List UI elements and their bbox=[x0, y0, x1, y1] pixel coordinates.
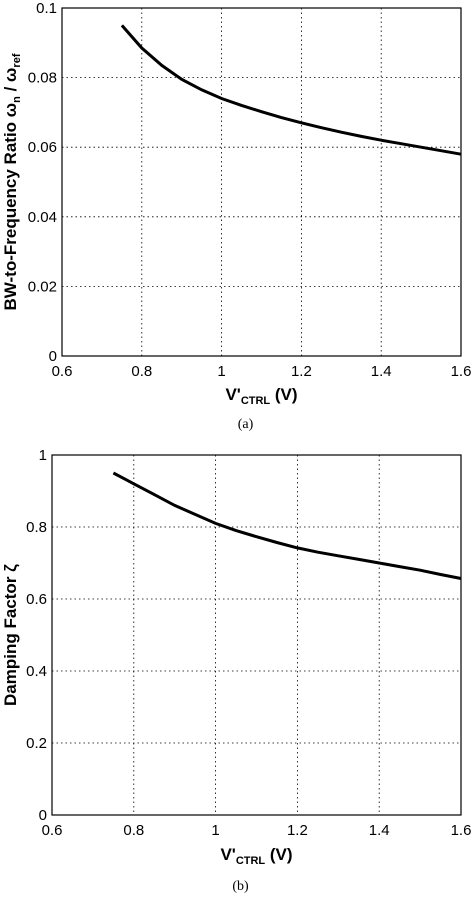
chart-a-y-axis-label: BW-to-Frequency Ratio ωn / ωref bbox=[1, 53, 23, 310]
chart-a-y-tick-label: 0.02 bbox=[28, 278, 57, 295]
chart-b-grid bbox=[52, 455, 461, 815]
chart-a-x-tick-label: 0.8 bbox=[131, 363, 152, 380]
chart-a-x-tick-label: 1.4 bbox=[371, 363, 392, 380]
chart-a-caption: (a) bbox=[238, 417, 254, 432]
chart-b-x-tick-label: 1.6 bbox=[451, 822, 472, 839]
chart-b: 0.6 0.8 1 1.2 1.4 1.6 0 0.2 0.4 0.6 0.8 1 V'CTRL (… bbox=[1, 447, 471, 894]
chart-a-y-ticks: 0 0.02 0.04 0.06 0.08 0.1 bbox=[28, 0, 57, 365]
chart-a-x-ticks: 0.6 0.8 1 1.2 1.4 1.6 bbox=[52, 363, 472, 380]
chart-a-y-tick-label: 0.04 bbox=[28, 209, 57, 226]
chart-b-y-tick-label: 0 bbox=[39, 807, 47, 824]
chart-b-x-tick-label: 1 bbox=[211, 822, 219, 839]
chart-a-x-tick-label: 1 bbox=[217, 363, 225, 380]
chart-b-y-tick-label: 1 bbox=[39, 447, 47, 464]
chart-b-plot-frame bbox=[51, 454, 462, 816]
chart-b-caption: (b) bbox=[232, 879, 249, 894]
chart-b-y-tick-label: 0.4 bbox=[26, 663, 47, 680]
chart-b-y-tick-label: 0.6 bbox=[26, 591, 47, 608]
chart-a-series-line bbox=[120, 24, 462, 156]
chart-b-y-tick-label: 0.8 bbox=[26, 519, 47, 536]
chart-a-x-tick-label: 1.6 bbox=[451, 363, 472, 380]
chart-b-y-tick-label: 0.2 bbox=[26, 735, 47, 752]
chart-b-x-tick-label: 0.8 bbox=[123, 822, 144, 839]
chart-b-x-tick-label: 1.4 bbox=[369, 822, 390, 839]
chart-a-x-tick-label: 1.2 bbox=[291, 363, 312, 380]
chart-a-x-tick-label: 0.6 bbox=[52, 363, 73, 380]
chart-a-plot-frame bbox=[61, 7, 462, 357]
chart-b-x-axis-label: V'CTRL (V) bbox=[220, 845, 292, 867]
chart-b-y-axis-label: Damping Factor ζ bbox=[1, 564, 20, 706]
chart-a-y-tick-label: 0 bbox=[49, 348, 57, 365]
chart-a-x-axis-label: V'CTRL (V) bbox=[225, 385, 297, 407]
chart-a-grid bbox=[62, 8, 461, 356]
chart-b-series-line bbox=[112, 471, 462, 580]
chart-a-y-tick-label: 0.06 bbox=[28, 139, 57, 156]
chart-a: 0.6 0.8 1 1.2 1.4 1.6 0 0.02 0.04 0.06 0.08 0.1 V'… bbox=[1, 0, 471, 432]
chart-b-x-tick-label: 1.2 bbox=[287, 822, 308, 839]
chart-b-x-tick-label: 0.6 bbox=[42, 822, 63, 839]
chart-b-x-ticks: 0.6 0.8 1 1.2 1.4 1.6 bbox=[42, 822, 472, 839]
chart-a-y-tick-label: 0.1 bbox=[36, 0, 57, 17]
chart-a-y-tick-label: 0.08 bbox=[28, 70, 57, 87]
chart-b-y-ticks: 0 0.2 0.4 0.6 0.8 1 bbox=[26, 447, 47, 824]
